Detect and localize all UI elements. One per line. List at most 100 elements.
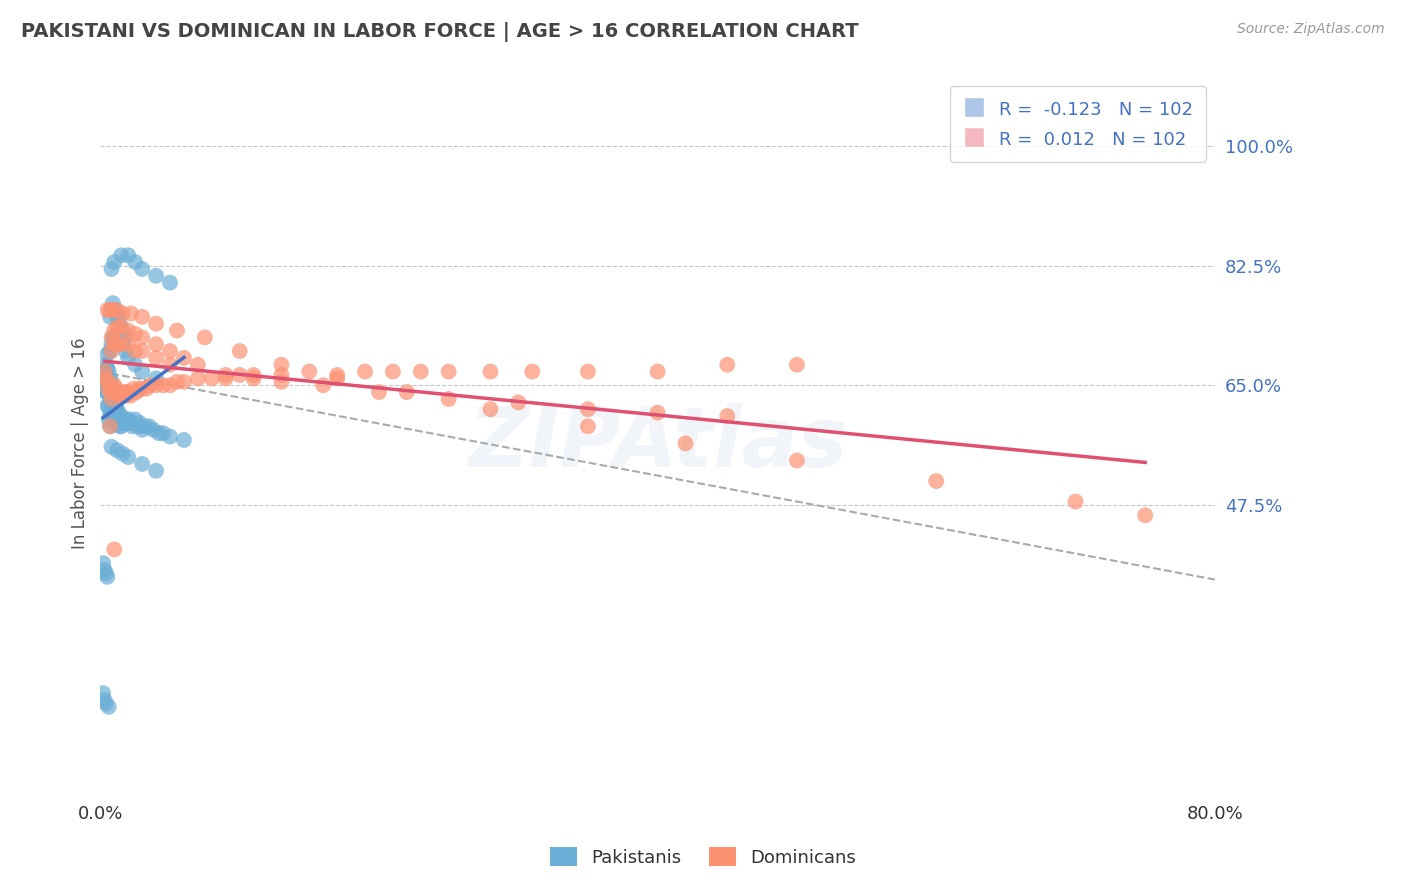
Point <box>103 378 125 392</box>
Point <box>522 365 544 379</box>
Point <box>98 406 121 420</box>
Point <box>98 419 121 434</box>
Point <box>91 686 114 700</box>
Point <box>103 324 125 338</box>
Point <box>101 402 124 417</box>
Point <box>96 303 118 318</box>
Legend: R =  -0.123   N = 102, R =  0.012   N = 102: R = -0.123 N = 102, R = 0.012 N = 102 <box>950 86 1206 162</box>
Point <box>101 385 124 400</box>
Point <box>173 351 195 365</box>
Point <box>97 385 120 400</box>
Point <box>107 416 129 430</box>
Point <box>128 382 150 396</box>
Point <box>111 385 134 400</box>
Point <box>111 324 134 338</box>
Point <box>409 365 432 379</box>
Point <box>114 344 136 359</box>
Point <box>270 358 292 372</box>
Point <box>110 409 132 423</box>
Point <box>242 371 264 385</box>
Point <box>91 556 114 570</box>
Point <box>145 464 167 478</box>
Point <box>647 406 669 420</box>
Point <box>111 337 134 351</box>
Point <box>145 378 167 392</box>
Point <box>138 419 160 434</box>
Point <box>145 337 167 351</box>
Point <box>98 419 121 434</box>
Point <box>228 344 250 359</box>
Point <box>97 365 120 379</box>
Point <box>110 419 132 434</box>
Point <box>105 310 128 324</box>
Point <box>124 255 146 269</box>
Point <box>479 365 502 379</box>
Point <box>96 371 118 385</box>
Point <box>173 433 195 447</box>
Point <box>117 450 139 464</box>
Point <box>100 330 122 344</box>
Point <box>145 371 167 385</box>
Point <box>925 474 948 488</box>
Point <box>104 382 127 396</box>
Point <box>97 382 120 396</box>
Point <box>135 382 157 396</box>
Point <box>122 382 145 396</box>
Point <box>120 416 142 430</box>
Point <box>215 371 238 385</box>
Point <box>100 392 122 406</box>
Point <box>100 440 122 454</box>
Point <box>270 368 292 382</box>
Point <box>127 419 149 434</box>
Point <box>110 320 132 334</box>
Point <box>98 310 121 324</box>
Point <box>108 385 131 400</box>
Point <box>100 337 122 351</box>
Point <box>98 392 121 406</box>
Point <box>96 361 118 376</box>
Point <box>108 419 131 434</box>
Point <box>98 303 121 318</box>
Point <box>786 358 808 372</box>
Point <box>94 358 117 372</box>
Point <box>101 388 124 402</box>
Point <box>107 406 129 420</box>
Point <box>166 375 188 389</box>
Point <box>96 347 118 361</box>
Point <box>228 368 250 382</box>
Point <box>121 419 143 434</box>
Point <box>117 385 139 400</box>
Point <box>312 378 335 392</box>
Point <box>159 344 181 359</box>
Point <box>96 375 118 389</box>
Point <box>105 330 128 344</box>
Point <box>215 368 238 382</box>
Point <box>105 402 128 417</box>
Point <box>103 337 125 351</box>
Point <box>105 416 128 430</box>
Point <box>647 365 669 379</box>
Point <box>326 371 349 385</box>
Point <box>1135 508 1157 523</box>
Point <box>117 324 139 338</box>
Point <box>105 385 128 400</box>
Point <box>124 358 146 372</box>
Point <box>103 255 125 269</box>
Point <box>98 385 121 400</box>
Point <box>716 409 738 423</box>
Point <box>145 351 167 365</box>
Point <box>105 443 128 458</box>
Point <box>381 365 404 379</box>
Text: ZIPAtlas: ZIPAtlas <box>468 403 848 484</box>
Point <box>131 310 153 324</box>
Point <box>100 395 122 409</box>
Point <box>97 412 120 426</box>
Point <box>114 330 136 344</box>
Point <box>508 395 530 409</box>
Point <box>117 351 139 365</box>
Point <box>101 412 124 426</box>
Point <box>100 385 122 400</box>
Point <box>100 303 122 318</box>
Point <box>1064 494 1087 508</box>
Point <box>675 436 697 450</box>
